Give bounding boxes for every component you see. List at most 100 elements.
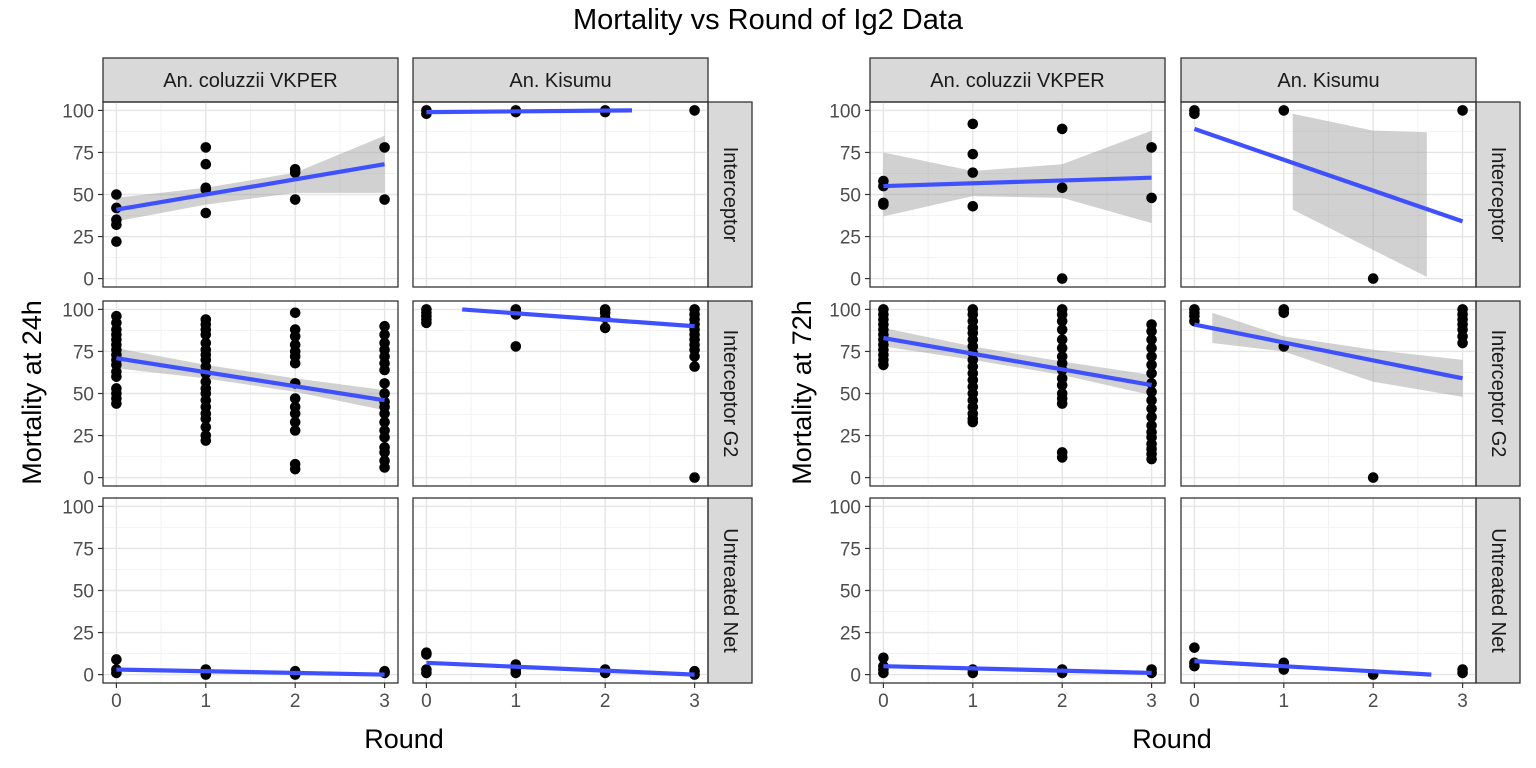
row-strip xyxy=(707,101,753,288)
data-point xyxy=(1146,368,1157,379)
y-tick-label: 75 xyxy=(840,539,861,560)
y-tick-label: 0 xyxy=(850,270,861,291)
data-point xyxy=(1146,453,1157,465)
y-tick-label: 50 xyxy=(73,186,94,207)
data-point xyxy=(111,371,122,382)
facet-panel: 0 25 50 75 100 xyxy=(62,101,399,291)
data-point xyxy=(1056,123,1068,135)
regression-line xyxy=(1193,322,1464,381)
data-point xyxy=(878,652,889,664)
data-point xyxy=(1146,411,1157,423)
x-tick-label: 2 xyxy=(1057,691,1068,712)
facet-panel: 0 1 2 3 xyxy=(1180,497,1477,712)
y-tick-label: 0 xyxy=(83,270,94,291)
data-point xyxy=(379,378,390,389)
data-point xyxy=(379,142,390,153)
row-strip-label: Interceptor xyxy=(1487,147,1509,243)
data-point xyxy=(421,317,432,329)
panel-border xyxy=(1180,101,1477,288)
y-tick-label: 50 xyxy=(73,582,94,603)
data-point xyxy=(1056,452,1068,463)
data-point xyxy=(1056,398,1068,409)
y-tick-label: 25 xyxy=(73,228,94,249)
data-point xyxy=(1056,379,1068,391)
data-point xyxy=(421,649,432,660)
data-point xyxy=(200,421,212,433)
column-strip-label: An. Kisumu xyxy=(1277,70,1379,92)
data-point xyxy=(689,472,700,483)
data-point xyxy=(289,408,301,419)
data-point xyxy=(200,329,212,340)
x-tick-label: 0 xyxy=(421,691,432,712)
column-strip-label: An. coluzzii VKPER xyxy=(163,70,338,92)
data-point xyxy=(111,189,122,200)
panel-border xyxy=(412,101,709,288)
regression-line xyxy=(426,660,695,677)
data-point xyxy=(289,194,301,205)
y-tick-label: 100 xyxy=(62,300,94,321)
data-point xyxy=(967,118,979,130)
data-point xyxy=(1189,642,1200,653)
facet-panel: 0 25 50 75 100 xyxy=(829,300,1166,490)
panel-border xyxy=(1180,300,1477,487)
regression-line xyxy=(116,667,385,677)
data-point xyxy=(878,359,889,371)
facet-panel xyxy=(412,101,709,288)
y-tick-label: 25 xyxy=(840,427,861,448)
column-strip-label: An. Kisumu xyxy=(509,70,611,92)
data-point xyxy=(878,199,889,210)
data-point xyxy=(1367,472,1379,483)
chart-title: Mortality vs Round of Ig2 Data xyxy=(572,4,964,36)
data-point xyxy=(379,320,390,332)
data-point xyxy=(1367,273,1379,284)
column-strip-label: An. coluzzii VKPER xyxy=(930,70,1105,92)
data-point xyxy=(1189,108,1200,120)
regression-line xyxy=(116,356,385,403)
facet-panel: 0 25 50 75 100 0 1 2 3 xyxy=(62,497,399,712)
facet-group-72h: An. coluzzii VKPER An. Kisumu Interceptor I… xyxy=(787,57,1521,754)
data-point xyxy=(1146,192,1157,204)
data-point xyxy=(878,667,889,679)
x-tick-label: 1 xyxy=(1279,691,1290,712)
data-point xyxy=(967,416,979,428)
y-tick-label: 50 xyxy=(840,385,861,406)
data-point xyxy=(1146,325,1157,337)
facet-panel xyxy=(412,300,709,487)
regression-line xyxy=(116,162,385,212)
y-axis-title: Mortality at 72h xyxy=(787,300,817,485)
panel-border xyxy=(412,300,709,487)
data-point xyxy=(379,329,390,340)
x-axis-title: Round xyxy=(1132,724,1212,754)
data-point xyxy=(379,388,390,399)
y-tick-label: 100 xyxy=(829,101,861,122)
data-point xyxy=(1146,394,1157,406)
data-point xyxy=(379,447,390,458)
x-tick-label: 0 xyxy=(111,691,122,712)
data-point xyxy=(1146,334,1157,345)
regression-line xyxy=(1194,659,1432,677)
regression-line xyxy=(883,175,1152,189)
data-point xyxy=(510,341,522,352)
data-point xyxy=(510,667,522,679)
data-point xyxy=(1278,105,1290,116)
y-tick-label: 75 xyxy=(73,539,94,560)
regression-line xyxy=(426,108,633,115)
facet-panel: 0 25 50 75 100 xyxy=(829,101,1166,291)
data-point xyxy=(289,331,301,342)
y-tick-label: 75 xyxy=(840,143,861,164)
data-point xyxy=(111,219,122,231)
row-strip xyxy=(1475,300,1521,487)
data-point xyxy=(289,357,301,369)
data-point xyxy=(200,207,212,219)
regression-line xyxy=(883,664,1152,676)
regression-line xyxy=(1193,126,1464,224)
x-tick-label: 1 xyxy=(511,691,522,712)
data-point xyxy=(1278,307,1290,319)
facet-panel: 0 25 50 75 100 xyxy=(62,300,399,490)
y-tick-label: 25 xyxy=(840,624,861,645)
row-strip-label: Untreated Net xyxy=(719,528,741,653)
x-tick-label: 0 xyxy=(878,691,889,712)
panel-border xyxy=(1180,497,1477,684)
data-point xyxy=(379,408,390,419)
y-tick-label: 25 xyxy=(840,228,861,249)
